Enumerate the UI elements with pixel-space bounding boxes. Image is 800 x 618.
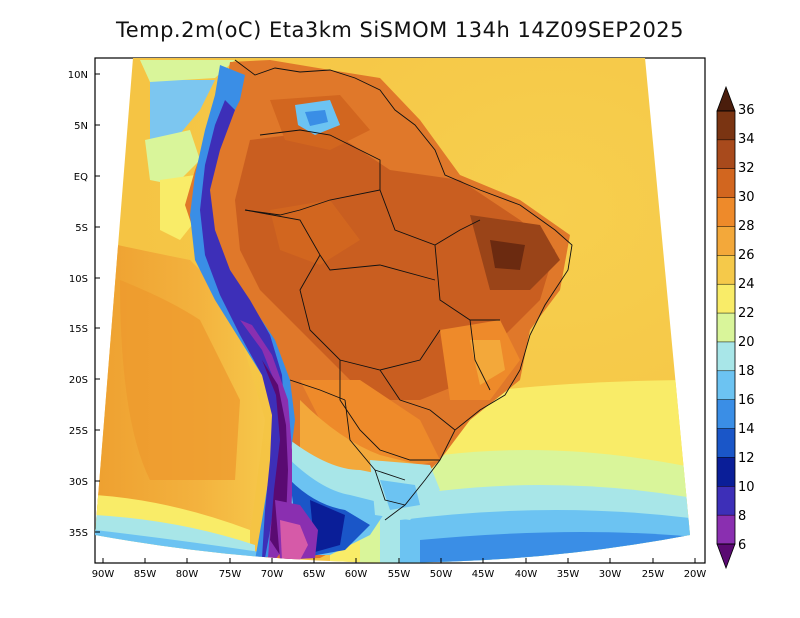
colorbar-swatch <box>717 255 735 285</box>
lon-label: 25W <box>642 569 665 580</box>
colorbar-label: 32 <box>738 161 755 176</box>
lat-label: 35S <box>69 528 88 539</box>
colorbar-label: 14 <box>738 422 755 437</box>
latitude-axis: 10N 5N EQ 5S 10S 15S 20S 25S 30S 35S <box>68 70 100 539</box>
colorbar-label: 12 <box>738 451 755 466</box>
lon-label: 50W <box>430 569 453 580</box>
colorbar-label: 8 <box>738 509 746 524</box>
colorbar <box>716 85 736 570</box>
lon-label: 85W <box>134 569 157 580</box>
colorbar-swatch <box>717 370 735 401</box>
colorbar-label: 24 <box>738 277 755 292</box>
colorbar-label: 28 <box>738 219 755 234</box>
lat-label: EQ <box>74 172 88 183</box>
colorbar-swatch <box>717 284 735 314</box>
colorbar-label: 22 <box>738 306 755 321</box>
map-title: Temp.2m(oC) Eta3km SiSMOM 134h 14Z09SEP2… <box>115 18 685 42</box>
colorbar-label: 18 <box>738 364 755 379</box>
colorbar-swatch <box>717 399 735 430</box>
lat-label: 5N <box>74 121 88 132</box>
colorbar-swatch <box>717 139 735 170</box>
lon-label: 80W <box>176 569 199 580</box>
lon-label: 35W <box>557 569 580 580</box>
colorbar-swatch <box>717 168 735 199</box>
colorbar-label: 36 <box>738 103 755 118</box>
longitude-axis: 90W 85W 80W 75W 70W 65W 60W 55W 50W 45W … <box>92 558 707 580</box>
lon-label: 75W <box>219 569 242 580</box>
colorbar-swatch <box>717 486 735 516</box>
lon-label: 60W <box>345 569 368 580</box>
lon-label: 90W <box>92 569 115 580</box>
lat-label: 25S <box>69 426 88 437</box>
colorbar-swatch <box>717 457 735 487</box>
lat-label: 10S <box>69 274 88 285</box>
colorbar-swatch <box>717 226 735 256</box>
lat-label: 15S <box>69 324 88 335</box>
colorbar-underflow-arrow <box>716 543 736 570</box>
lat-label: 5S <box>75 223 88 234</box>
colorbar-swatch <box>717 197 735 227</box>
lon-label: 65W <box>303 569 326 580</box>
colorbar-label: 20 <box>738 335 755 350</box>
lat-label: 20S <box>69 375 88 386</box>
country-borders <box>234 59 573 521</box>
lon-label: 45W <box>472 569 495 580</box>
lon-label: 30W <box>599 569 622 580</box>
lon-label: 40W <box>515 569 538 580</box>
colorbar-label: 16 <box>738 393 755 408</box>
lat-label: 10N <box>68 70 88 81</box>
lon-label: 55W <box>388 569 411 580</box>
colorbar-swatch <box>717 515 735 545</box>
temperature-field <box>95 58 690 563</box>
colorbar-label: 6 <box>738 538 746 553</box>
colorbar-swatch <box>717 428 735 458</box>
lat-label: 30S <box>69 477 88 488</box>
lon-label: 70W <box>261 569 284 580</box>
colorbar-overflow-arrow <box>716 85 736 112</box>
colorbar-label: 34 <box>738 132 755 147</box>
colorbar-swatch <box>717 341 735 372</box>
colorbar-label: 10 <box>738 480 755 495</box>
colorbar-labels: 36 34 32 30 28 26 24 22 20 18 16 14 12 1… <box>738 103 755 553</box>
colorbar-label: 30 <box>738 190 755 205</box>
colorbar-swatch <box>717 111 735 141</box>
colorbar-swatch <box>717 313 735 343</box>
lon-label: 20W <box>684 569 707 580</box>
colorbar-label: 26 <box>738 248 755 263</box>
